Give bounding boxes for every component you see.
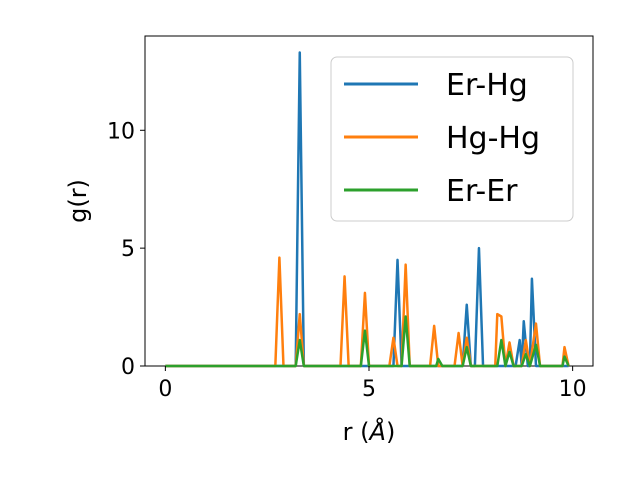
legend-label-er-hg: Er-Hg xyxy=(446,68,528,103)
y-tick-label: 5 xyxy=(121,237,135,262)
series-layer xyxy=(165,51,570,368)
x-tick-label: 5 xyxy=(362,377,376,402)
y-axis-ticks: 0 5 10 xyxy=(107,119,145,380)
x-axis-label: r (Å) xyxy=(343,417,396,446)
x-tick-label: 0 xyxy=(158,377,172,402)
y-tick-label: 10 xyxy=(107,119,135,144)
y-axis-label: g(r) xyxy=(64,179,92,223)
legend-label-er-er: Er-Er xyxy=(446,174,518,209)
legend-frame xyxy=(330,56,574,222)
y-tick-label: 0 xyxy=(121,355,135,380)
legend: Er-Hg Hg-Hg Er-Er xyxy=(330,56,574,222)
x-tick-label: 10 xyxy=(559,377,587,402)
legend-label-hg-hg: Hg-Hg xyxy=(446,121,540,156)
series-line-er-er xyxy=(165,315,570,368)
x-axis-ticks: 0 5 10 xyxy=(158,366,587,402)
